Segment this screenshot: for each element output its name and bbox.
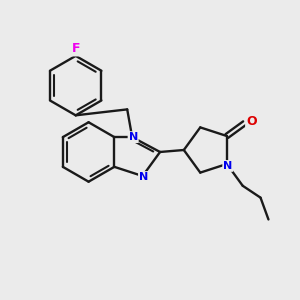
Text: N: N: [128, 132, 138, 142]
Text: N: N: [223, 161, 232, 171]
Text: O: O: [246, 115, 257, 128]
Text: F: F: [71, 42, 80, 56]
Text: N: N: [139, 172, 148, 182]
